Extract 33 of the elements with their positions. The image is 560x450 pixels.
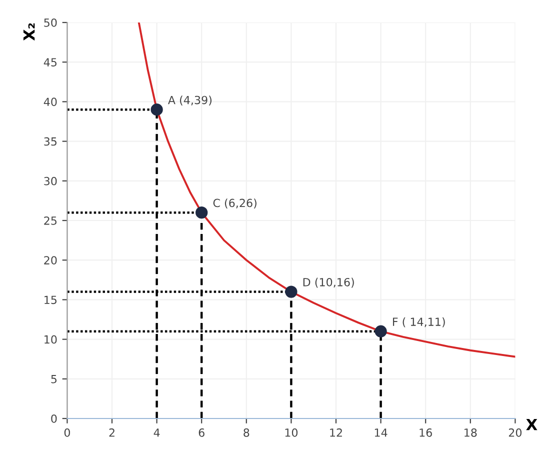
line-series	[138, 22, 516, 358]
x-tick-label: 18	[464, 428, 477, 437]
y-axis-title: X₂	[23, 23, 35, 41]
y-tick-label: 10	[44, 335, 57, 344]
x-tick-label: 14	[374, 428, 388, 437]
annotation: C (6,26)	[213, 198, 256, 208]
annotation: A (4,39)	[168, 96, 212, 106]
point	[374, 325, 387, 338]
y-tick-label: 35	[44, 137, 57, 146]
x-tick-label: 2	[109, 428, 114, 437]
point	[285, 286, 298, 298]
x-tick-label: 4	[154, 428, 160, 437]
annotation: D (10,16)	[303, 278, 354, 288]
point	[196, 206, 208, 219]
y-tick-label: 30	[44, 176, 57, 186]
x-tick-label: 10	[285, 428, 298, 437]
y-tick-label: 50	[44, 18, 57, 27]
y-tick-label: 40	[44, 98, 57, 106]
y-tick-label: 5	[51, 375, 57, 384]
x-tick-label: 8	[244, 428, 250, 437]
x-tick-label: 6	[198, 428, 204, 437]
y-tick-label: 15	[44, 296, 57, 304]
y-tick-label: 45	[44, 58, 57, 66]
y-tick-label: 0	[51, 414, 57, 423]
x-tick-label: 20	[508, 428, 522, 437]
x-axis-title: X	[526, 418, 538, 430]
y-tick-label: 25	[44, 216, 57, 225]
x-tick-label: 0	[64, 428, 70, 437]
annotation: F ( 14,11)	[393, 317, 445, 328]
y-tick-label: 20	[44, 256, 57, 264]
x-tick-label: 16	[420, 428, 432, 437]
point	[150, 104, 163, 116]
x-tick-label: 12	[330, 428, 342, 437]
